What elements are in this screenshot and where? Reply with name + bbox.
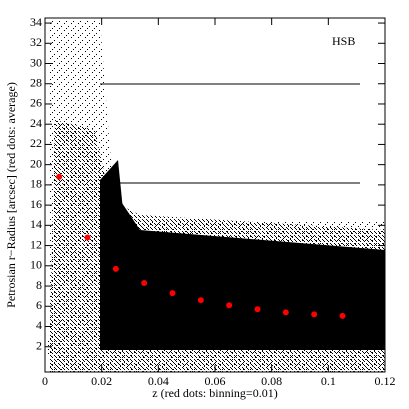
point [197,297,204,304]
point [56,173,63,180]
y-tick-label: 10 [30,258,42,272]
y-tick-label: 2 [36,338,42,352]
x-tick-label: 0.1 [321,374,336,388]
y-tick-label: 18 [30,177,42,191]
y-tick-label: 22 [30,136,42,150]
y-tick-label: 16 [30,197,42,211]
y-tick-label: 30 [30,55,42,69]
y-tick-label: 4 [36,318,42,332]
y-tick-label: 32 [30,35,42,49]
point [226,302,233,309]
point-cloud [48,20,385,372]
point [254,306,261,313]
y-tick-label: 34 [30,15,42,29]
x-tick-label: 0.06 [205,374,226,388]
point [112,265,119,272]
y-tick-label: 14 [30,217,42,231]
x-tick-label: 0.04 [148,374,169,388]
point [282,309,289,316]
y-tick-label: 28 [30,75,42,89]
y-tick-label: 20 [30,156,42,170]
y-tick-label: 6 [36,298,42,312]
point [311,311,318,318]
y-axis-label: Petrosian r−Radius [arcsec] (red dots: a… [4,82,18,308]
point [339,312,346,319]
x-tick-label: 0.12 [375,374,396,388]
x-axis-label: z (red dots: binning=0.01) [152,386,277,400]
x-tick-label: 0.08 [261,374,282,388]
x-tick-label: 0.02 [91,374,112,388]
y-tick-label: 8 [36,278,42,292]
point [84,234,91,241]
x-tick-label: 0 [42,374,48,388]
point [141,279,148,286]
y-tick-label: 24 [30,116,42,130]
point [169,290,176,297]
y-tick-label: 12 [30,237,42,251]
annotation: HSB [332,34,355,48]
y-tick-label: 26 [30,96,42,110]
